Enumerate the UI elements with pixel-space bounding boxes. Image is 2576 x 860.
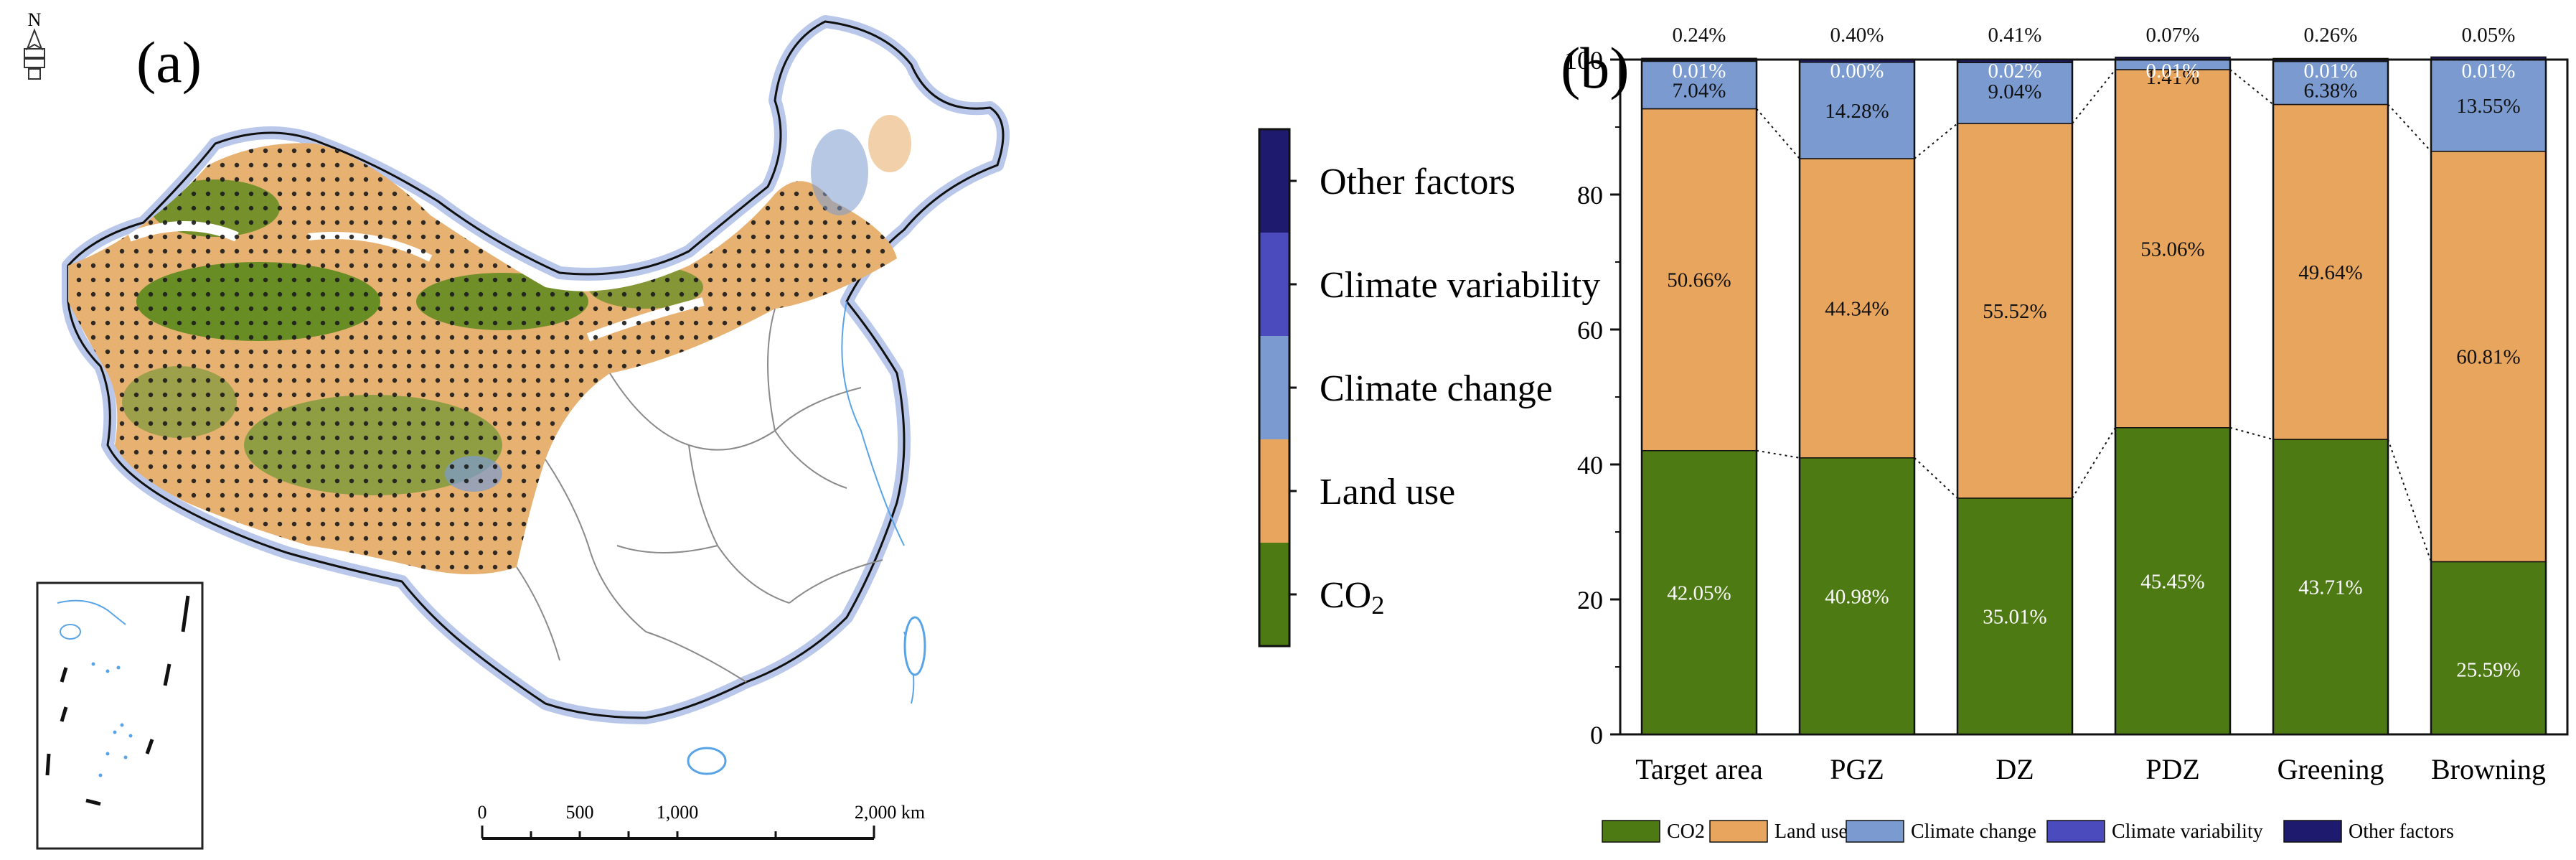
- map-figure: N: [0, 0, 1148, 856]
- data-label-climate-change-target-area: 7.04%: [1673, 79, 1726, 102]
- connector-line: [2072, 428, 2115, 498]
- x-tick-label-greening: Greening: [2277, 753, 2384, 785]
- chart-legend-label-climate-variability: Climate variability: [2112, 821, 2263, 843]
- data-label-climate-variability-pdz: 0.01%: [2146, 60, 2200, 83]
- data-label-land-use-pdz: 53.06%: [2140, 238, 2204, 261]
- y-tick-label-80: 80: [1577, 181, 1603, 210]
- data-label-co2-pdz: 45.45%: [2140, 570, 2204, 593]
- data-label-land-use-greening: 49.64%: [2298, 261, 2362, 284]
- data-label-other-factors-pgz: 0.40%: [1830, 24, 1884, 47]
- data-label-climate-variability-greening: 0.01%: [2304, 60, 2358, 83]
- legend-label-land-use: Land use: [1320, 472, 1455, 513]
- chart-legend-label-other-factors: Other factors: [2349, 821, 2454, 843]
- data-label-climate-variability-pgz: 0.00%: [1830, 60, 1884, 83]
- legend-label-other-factors: Other factors: [1320, 162, 1515, 202]
- legend-swatch-climate-variability: [1259, 233, 1289, 336]
- chart-legend-label-co2: CO2: [1667, 821, 1705, 843]
- legend-swatch-other-factors: [1259, 129, 1289, 233]
- data-label-climate-variability-target-area: 0.01%: [1673, 60, 1726, 83]
- plot-frame: [1620, 60, 2567, 734]
- data-label-co2-greening: 43.71%: [2298, 576, 2362, 599]
- connector-line: [2388, 439, 2431, 561]
- y-tick-label-0: 0: [1590, 721, 1603, 749]
- map-panel: N: [0, 0, 1148, 856]
- data-label-land-use-pgz: 44.34%: [1825, 297, 1889, 320]
- data-label-land-use-target-area: 50.66%: [1667, 269, 1731, 292]
- x-tick-label-target-area: Target area: [1635, 753, 1763, 785]
- legend-swatch-co2: [1259, 543, 1289, 646]
- data-label-climate-change-greening: 6.38%: [2304, 80, 2358, 103]
- data-label-other-factors-pdz: 0.07%: [2146, 24, 2200, 47]
- panel-label-a: (a): [136, 29, 202, 96]
- data-label-co2-target-area: 42.05%: [1667, 581, 1731, 604]
- connector-line: [1757, 451, 1800, 458]
- y-tick-label-40: 40: [1577, 451, 1603, 480]
- connector-line: [2230, 428, 2273, 439]
- scale-tick-500: 500: [566, 802, 594, 823]
- data-label-climate-variability-dz: 0.02%: [1988, 60, 2042, 83]
- connector-line: [1914, 123, 1957, 159]
- data-label-co2-browning: 25.59%: [2456, 659, 2520, 682]
- legend-swatch-climate-change: [1259, 336, 1289, 439]
- chart-legend-swatch-climate-variability: [2047, 821, 2105, 842]
- data-label-co2-pgz: 40.98%: [1825, 585, 1889, 608]
- data-label-land-use-dz: 55.52%: [1983, 300, 2046, 323]
- connector-line: [2072, 70, 2115, 123]
- y-tick-label-60: 60: [1577, 316, 1603, 345]
- connector-line: [2388, 105, 2431, 151]
- chart-legend-swatch-land-use: [1710, 821, 1767, 842]
- north-label: N: [28, 9, 42, 30]
- legend-label-climate-change: Climate change: [1320, 368, 1553, 409]
- south-china-sea-inset: [37, 583, 202, 849]
- x-tick-label-pdz: PDZ: [2145, 753, 2200, 785]
- data-label-climate-variability-browning: 0.01%: [2462, 60, 2516, 83]
- data-label-climate-change-pgz: 14.28%: [1825, 100, 1889, 123]
- taiwan-island: [905, 617, 925, 675]
- data-label-other-factors-target-area: 0.24%: [1673, 24, 1726, 47]
- chart-legend-swatch-other-factors: [2284, 821, 2341, 842]
- scale-tick-1000: 1,000: [657, 802, 699, 823]
- data-label-climate-change-dz: 9.04%: [1988, 80, 2042, 103]
- x-tick-label-pgz: PGZ: [1830, 753, 1884, 785]
- data-label-other-factors-greening: 0.26%: [2304, 24, 2358, 47]
- data-label-climate-change-browning: 13.55%: [2456, 95, 2520, 118]
- scale-tick-0: 0: [478, 802, 487, 823]
- y-tick-label-20: 20: [1577, 586, 1603, 614]
- data-label-other-factors-browning: 0.05%: [2462, 24, 2516, 47]
- hainan-island: [688, 748, 725, 774]
- scale-bar: 0 500 1,000 2,000 km: [478, 802, 926, 838]
- chart-legend-label-land-use: Land use: [1774, 821, 1848, 843]
- x-tick-label-browning: Browning: [2431, 753, 2546, 785]
- panel-label-b: (b): [1561, 34, 1630, 102]
- bar-browning-co2: [2431, 561, 2546, 734]
- connector-line: [1914, 458, 1957, 498]
- x-tick-label-dz: DZ: [1996, 753, 2034, 785]
- data-label-land-use-browning: 60.81%: [2456, 346, 2520, 369]
- connector-line: [2230, 70, 2273, 105]
- scale-tick-2000: 2,000 km: [855, 802, 925, 823]
- legend-swatch-land-use: [1259, 439, 1289, 543]
- chart-legend-swatch-climate-change: [1846, 821, 1904, 842]
- data-label-co2-dz: 35.01%: [1983, 605, 2046, 628]
- data-label-other-factors-dz: 0.41%: [1988, 24, 2042, 47]
- connector-line: [1757, 109, 1800, 159]
- chart-legend-swatch-co2: [1602, 821, 1660, 842]
- chart-legend-label-climate-change: Climate change: [1911, 821, 2036, 843]
- north-arrow-icon: N: [24, 9, 44, 79]
- legend-label-co2: CO2: [1320, 575, 1384, 620]
